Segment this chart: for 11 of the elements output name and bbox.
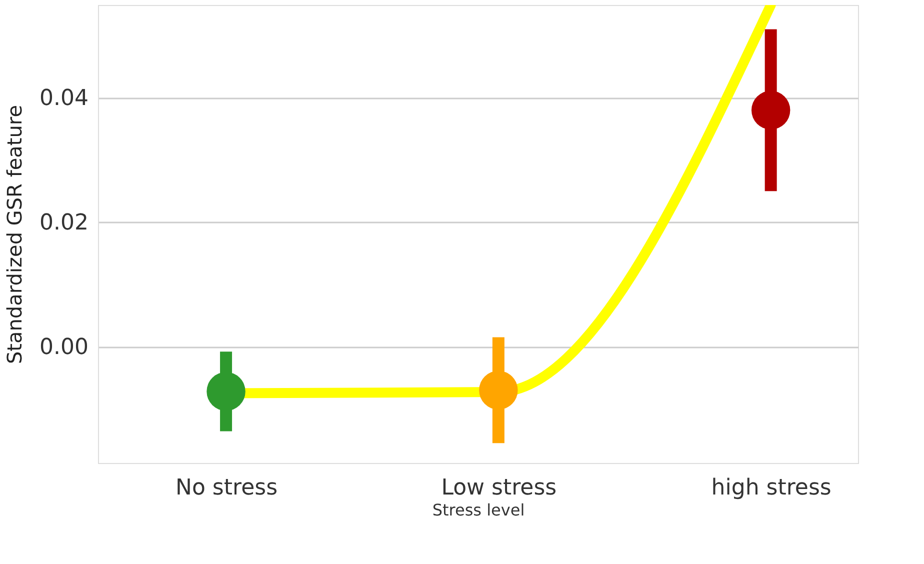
point — [206, 372, 246, 411]
y-tick-label: 0.04 — [40, 86, 88, 112]
point — [751, 90, 790, 130]
x-tick-label: Low stress — [441, 476, 557, 500]
x-tick-label: high stress — [711, 476, 832, 500]
y-tick-label: 0.02 — [40, 210, 88, 236]
x-axis-title: Stress level — [432, 500, 525, 520]
point — [479, 370, 518, 410]
x-tick-label: No stress — [176, 476, 278, 500]
y-axis-title: Standardized GSR feature — [2, 104, 27, 364]
y-tick-label: 0.00 — [40, 335, 88, 360]
